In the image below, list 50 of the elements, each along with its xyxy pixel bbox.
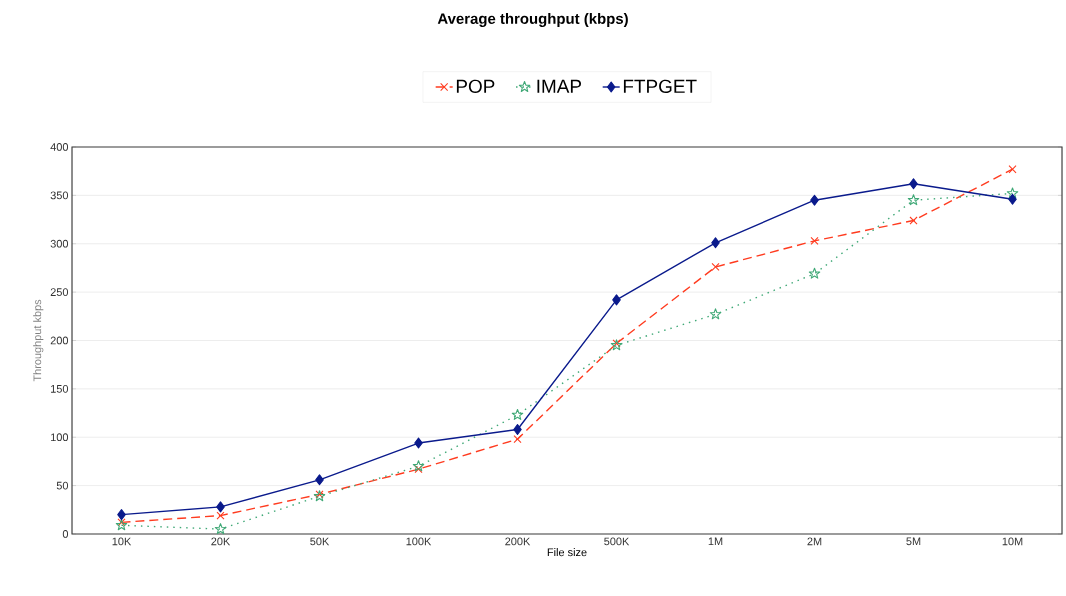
x-axis-title: File size (547, 548, 587, 557)
point (414, 437, 423, 449)
point (909, 178, 918, 190)
point (216, 511, 225, 520)
legend-label: POP (456, 79, 495, 94)
y-tick-label: 400 (50, 143, 69, 151)
legend-label: FTPGET (623, 79, 697, 94)
point (808, 267, 821, 279)
point (810, 236, 819, 245)
x-tick-label: 2M (807, 537, 822, 546)
point (810, 194, 819, 206)
point (412, 460, 425, 472)
point (117, 509, 126, 521)
y-tick-label: 350 (50, 191, 69, 200)
y-tick-label: 50 (56, 481, 69, 490)
point (117, 518, 126, 527)
y-tick-label: 300 (50, 239, 69, 248)
x-tick-label: 200K (505, 537, 531, 546)
legend-label: IMAP (537, 79, 582, 93)
y-tick-label: 200 (50, 336, 69, 345)
x-tick-label: 50K (310, 537, 330, 546)
point (511, 408, 524, 420)
point (711, 262, 720, 272)
point (1008, 165, 1017, 174)
y-tick-label: 100 (51, 433, 69, 442)
y-axis-title: Throughput kbps (33, 299, 44, 382)
point (612, 294, 621, 306)
point (513, 435, 522, 444)
y-tick-label: 150 (51, 384, 69, 393)
y-tick-label: 250 (50, 288, 69, 296)
point (216, 501, 225, 513)
x-tick-label: 5M (906, 537, 921, 546)
point (907, 194, 920, 206)
x-tick-label: 20K (211, 537, 231, 546)
point (711, 237, 720, 249)
point (115, 519, 128, 531)
point (214, 523, 227, 535)
x-tick-label: 10M (1002, 537, 1023, 546)
x-tick-label: 100K (406, 537, 432, 546)
x-tick-label: 10K (112, 537, 132, 546)
point (414, 465, 423, 474)
y-tick-label: 0 (62, 530, 69, 538)
point (709, 308, 722, 320)
chart-title: Average throughput (kbps) (437, 12, 628, 27)
point (1008, 193, 1017, 205)
point (1006, 187, 1019, 199)
point (909, 216, 918, 225)
x-tick-label: 1M (708, 537, 723, 546)
point (315, 474, 324, 486)
x-tick-label: 500K (604, 537, 630, 546)
